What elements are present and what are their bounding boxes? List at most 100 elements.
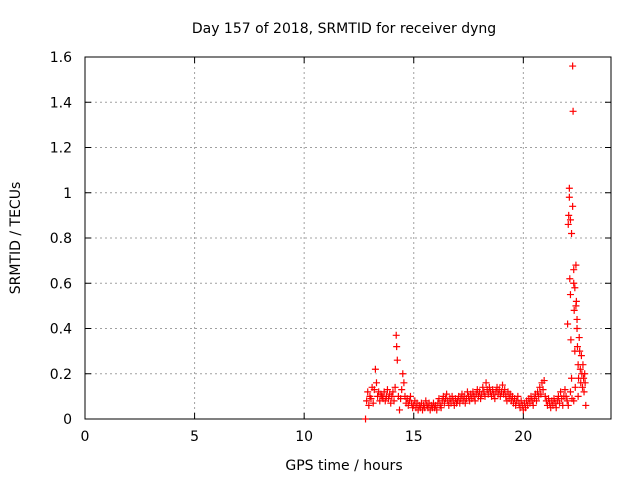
data-point — [471, 397, 479, 405]
y-tick-label: 1.2 — [50, 141, 72, 157]
data-point — [562, 392, 570, 400]
y-tick-label: 1 — [63, 186, 72, 202]
y-tick-label: 0.4 — [50, 322, 72, 338]
data-point — [391, 383, 399, 391]
x-tick-label: 10 — [295, 429, 313, 445]
data-point — [461, 399, 469, 407]
data-point — [399, 370, 407, 378]
data-point — [364, 388, 372, 396]
chart-title: Day 157 of 2018, SRMTID for receiver dyn… — [192, 21, 496, 37]
data-points — [362, 62, 590, 423]
data-point — [566, 275, 574, 283]
data-point — [367, 395, 375, 403]
data-point — [390, 397, 398, 405]
data-point — [388, 392, 396, 400]
data-point — [573, 325, 581, 332]
data-point — [570, 306, 578, 314]
x-tick-label: 15 — [405, 429, 423, 445]
data-point — [581, 370, 589, 378]
data-point — [393, 343, 401, 351]
y-tick-label: 0.8 — [50, 231, 72, 247]
data-point — [570, 266, 578, 274]
data-point — [365, 401, 373, 409]
data-point — [479, 383, 487, 391]
data-point — [573, 343, 581, 351]
data-point — [564, 220, 572, 228]
data-point — [370, 386, 378, 394]
data-point — [568, 229, 576, 237]
data-point — [566, 216, 574, 224]
data-point — [573, 315, 581, 323]
data-point — [575, 334, 583, 342]
data-point — [569, 107, 577, 115]
data-point — [581, 379, 589, 387]
data-point — [564, 320, 572, 328]
y-tick-label: 0 — [63, 412, 72, 428]
data-point — [557, 388, 565, 396]
y-tick-label: 1.6 — [50, 50, 72, 66]
data-point — [576, 347, 584, 355]
data-point — [393, 356, 401, 364]
data-point — [529, 401, 537, 409]
y-tick-label: 0.2 — [50, 367, 72, 383]
data-point — [397, 395, 405, 403]
data-point — [580, 388, 588, 396]
data-point — [398, 386, 406, 394]
data-point — [582, 401, 590, 409]
data-point — [392, 331, 400, 339]
data-point — [437, 404, 445, 412]
x-tick-label: 20 — [514, 429, 532, 445]
data-point — [571, 284, 579, 292]
data-point — [570, 397, 578, 405]
data-point — [574, 392, 582, 400]
data-point — [565, 211, 573, 219]
data-point — [491, 395, 499, 403]
data-point — [569, 202, 577, 210]
data-point — [566, 291, 574, 299]
data-point — [514, 392, 522, 400]
data-point — [579, 383, 587, 391]
data-point — [577, 352, 585, 360]
data-point — [539, 386, 547, 394]
data-point — [396, 406, 404, 414]
data-point — [572, 261, 580, 269]
data-point — [571, 383, 579, 391]
data-point — [406, 392, 414, 400]
data-point — [433, 406, 441, 414]
data-point — [569, 62, 577, 70]
data-point — [567, 336, 575, 344]
x-tick-label: 0 — [81, 429, 90, 445]
data-point — [532, 397, 540, 405]
data-point — [576, 365, 584, 373]
data-point — [570, 279, 578, 287]
data-point — [561, 386, 569, 394]
data-point — [564, 401, 572, 409]
data-point — [482, 379, 490, 387]
y-axis-label: SRMTID / TECUs — [8, 182, 24, 295]
data-point — [362, 415, 370, 423]
data-point — [363, 397, 371, 405]
data-point — [372, 379, 380, 387]
data-point — [443, 390, 451, 398]
data-point — [565, 184, 573, 192]
y-tick-label: 0.6 — [50, 276, 72, 292]
data-point — [568, 374, 576, 382]
data-point — [565, 193, 573, 201]
data-point — [580, 374, 588, 382]
grid-lines — [85, 57, 611, 419]
data-point — [499, 381, 507, 389]
plot-frame — [84, 56, 612, 420]
data-point — [572, 302, 580, 310]
data-point — [400, 379, 408, 387]
data-point — [369, 399, 377, 407]
y-tick-label: 1.4 — [50, 95, 72, 111]
data-point — [579, 361, 587, 369]
data-point — [383, 386, 391, 394]
x-axis-label: GPS time / hours — [285, 458, 402, 474]
axis-ticks: 0 5 10 15 20 0 0.2 0.4 0.6 0.8 1 1.2 1.4 1.6 — [50, 50, 611, 445]
data-point — [563, 397, 571, 405]
data-point — [477, 395, 485, 403]
x-tick-label: 5 — [190, 429, 199, 445]
data-point — [537, 390, 545, 398]
